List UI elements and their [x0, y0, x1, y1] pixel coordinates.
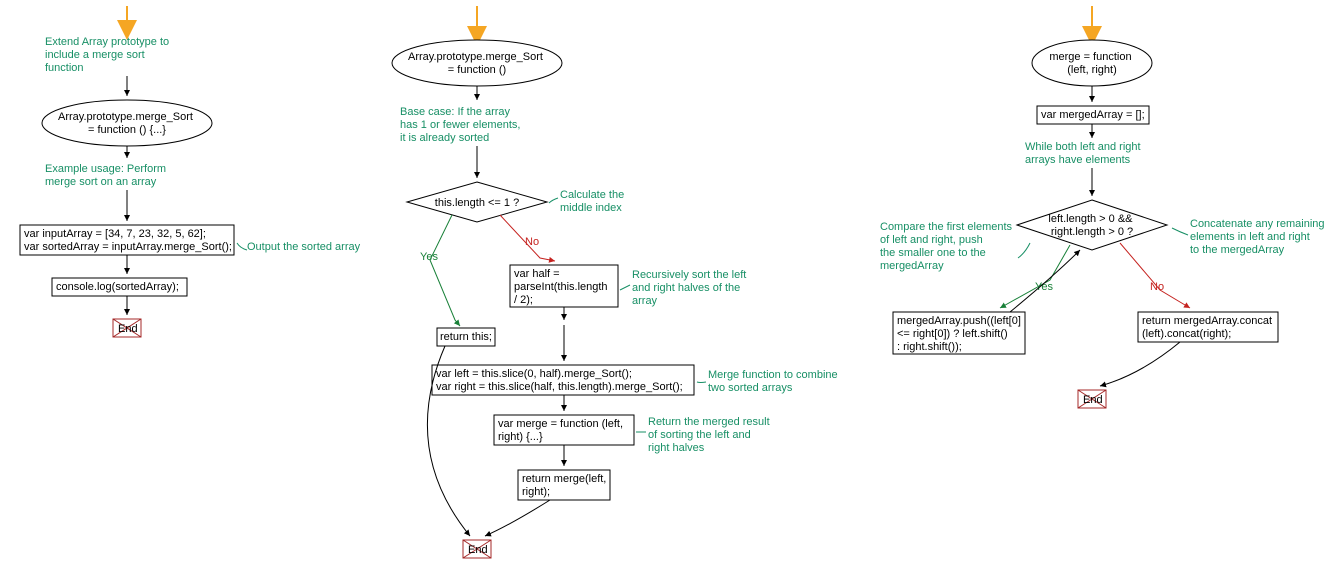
comment: Return the merged result of sorting the …	[648, 416, 773, 454]
node-label: var inputArray = [34, 7, 23, 32, 5, 62];…	[24, 228, 232, 253]
comment: Concatenate any remaining elements in le…	[1190, 218, 1328, 256]
comment: Compare the first elements of left and r…	[880, 221, 1015, 272]
decision-node	[1017, 200, 1167, 250]
edge-yes	[1000, 245, 1070, 308]
node-label: var mergedArray = [];	[1041, 109, 1145, 121]
no-label: No	[1150, 281, 1164, 293]
edge-yes	[430, 215, 460, 326]
comment-connector	[620, 285, 630, 290]
comment: Extend Array prototype to include a merg…	[45, 36, 172, 74]
comment-connector	[1018, 243, 1030, 258]
comment: Output the sorted array	[247, 241, 361, 253]
comment: Calculate the middle index	[560, 189, 627, 214]
ellipse-node	[42, 100, 212, 146]
node-label: console.log(sortedArray);	[56, 281, 179, 293]
comment-connector	[237, 243, 247, 250]
end-node: End	[1078, 390, 1106, 408]
no-label: No	[525, 236, 539, 248]
yes-label: Yes	[420, 251, 438, 263]
svg-text:End: End	[1083, 394, 1103, 406]
comment: Merge function to combine two sorted arr…	[708, 369, 841, 394]
end-node: End	[463, 540, 491, 558]
comment: Recursively sort the left and right halv…	[632, 269, 749, 307]
edge	[485, 500, 550, 536]
ellipse-node	[392, 40, 562, 86]
comment-connector	[549, 198, 558, 203]
node-label: this.length <= 1 ?	[435, 197, 519, 209]
comment: Example usage: Perform merge sort on an …	[45, 163, 169, 188]
ellipse-node	[1032, 40, 1152, 86]
edge-no	[1120, 243, 1190, 308]
comment-connector	[697, 382, 706, 383]
comment-connector	[1172, 228, 1188, 235]
svg-text:End: End	[118, 323, 138, 335]
edge	[1100, 342, 1180, 386]
flowchart-canvas: Extend Array prototype to include a merg…	[0, 0, 1342, 582]
node-label: left.length > 0 && right.length > 0 ?	[1048, 213, 1135, 238]
svg-text:End: End	[468, 544, 488, 556]
flowchart-2: Array.prototype.merge_Sort = function ()…	[392, 6, 841, 558]
flowchart-1: Extend Array prototype to include a merg…	[20, 6, 361, 337]
comment: Base case: If the array has 1 or fewer e…	[400, 106, 524, 144]
flowchart-3: merge = function (left, right) var merge…	[880, 6, 1328, 408]
comment: While both left and right arrays have el…	[1025, 141, 1144, 166]
node-label: return this;	[440, 331, 492, 343]
end-node: End	[113, 319, 141, 337]
